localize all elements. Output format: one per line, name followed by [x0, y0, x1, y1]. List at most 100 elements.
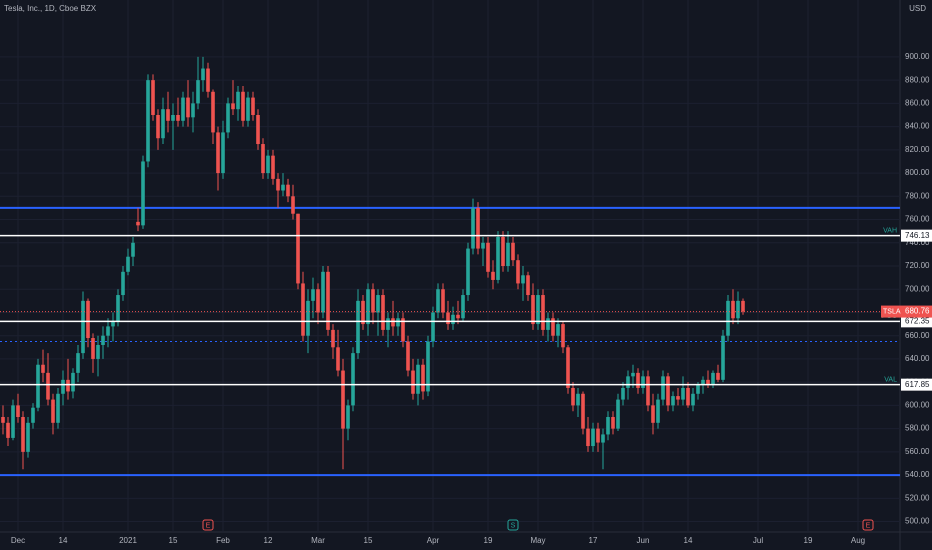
candle-body [341, 370, 345, 429]
candle-body [181, 97, 185, 121]
candle-body [321, 271, 325, 313]
candle-body [636, 372, 640, 388]
candle-body [386, 318, 390, 330]
level-value: 746.13 [905, 231, 930, 240]
candle-body [131, 242, 135, 257]
candle-body [466, 248, 470, 296]
candle-body [721, 335, 725, 380]
candle-body [366, 289, 370, 325]
candle-body [541, 295, 545, 330]
candle-body [156, 114, 160, 139]
candle-body [666, 376, 670, 406]
candle-body [301, 283, 305, 336]
y-tick-label: 820.00 [905, 145, 930, 154]
x-tick-label: 2021 [119, 536, 137, 545]
candle-body [686, 387, 690, 406]
candle-body [231, 103, 235, 110]
x-tick-label: Feb [216, 536, 230, 545]
candle-body [61, 379, 65, 394]
candle-body [396, 318, 400, 327]
candle-body [101, 335, 105, 345]
candle-body [646, 376, 650, 406]
candle-body [641, 376, 645, 388]
candle-body [586, 428, 590, 447]
candle-body [406, 341, 410, 371]
symbol-tag [881, 305, 901, 318]
candle-body [166, 109, 170, 121]
candle-body [626, 376, 630, 388]
candle-body [11, 405, 15, 438]
candle-body [726, 300, 730, 336]
x-tick-label: Jul [753, 536, 763, 545]
y-tick-label: 500.00 [905, 517, 930, 526]
event-marker [507, 519, 519, 531]
candle-body [81, 300, 85, 354]
candle-body [201, 68, 205, 81]
x-tick-label: 14 [684, 536, 693, 545]
symbol-label: TSLA [883, 308, 901, 315]
y-tick-label: 580.00 [905, 424, 930, 433]
candle-body [546, 318, 550, 330]
candle-body [141, 161, 145, 226]
candle-body [146, 80, 150, 162]
candle-body [536, 295, 540, 325]
candle-body [411, 370, 415, 394]
y-tick-label: 900.00 [905, 52, 930, 61]
x-tick-label: 15 [169, 536, 178, 545]
x-tick-label: Apr [427, 536, 440, 545]
candle-body [151, 80, 155, 115]
candle-body [316, 289, 320, 313]
candle-body [516, 260, 520, 284]
candle-body [246, 97, 250, 121]
candle-body [716, 372, 720, 380]
level-name: VAH [883, 227, 897, 234]
y-tick-label: 700.00 [905, 284, 930, 293]
chart-title: Tesla, Inc., 1D, Cboe BZX [4, 4, 97, 13]
y-tick-label: 600.00 [905, 400, 930, 409]
y-tick-label: 780.00 [905, 191, 930, 200]
y-tick-label: 740.00 [905, 238, 930, 247]
currency: USD [909, 4, 926, 13]
candle-body [581, 393, 585, 429]
y-tick-label: 800.00 [905, 168, 930, 177]
x-tick-label: Mar [311, 536, 325, 545]
candle-body [661, 376, 665, 400]
candle-body [241, 91, 245, 121]
candle-body [476, 207, 480, 249]
candle-body [376, 295, 380, 313]
candle-body [176, 114, 180, 121]
candle-body [46, 372, 50, 400]
x-tick-label: 12 [264, 536, 273, 545]
candle-body [136, 221, 140, 226]
candle-body [731, 300, 735, 319]
event-marker [862, 519, 874, 531]
candle-body [326, 271, 330, 330]
candle-body [431, 312, 435, 342]
candle-body [596, 428, 600, 443]
candle-body [161, 109, 165, 139]
candle-body [621, 387, 625, 400]
candle-body [371, 289, 375, 313]
candle-body [451, 314, 455, 325]
candle-body [446, 312, 450, 325]
candle-body [356, 300, 360, 354]
price-value: 680.76 [905, 307, 930, 316]
candle-body [521, 275, 525, 284]
candle-body [311, 289, 315, 301]
level-tag [901, 378, 932, 391]
candle-body [481, 242, 485, 249]
candle-body [676, 396, 680, 400]
candle-body [701, 379, 705, 385]
candle-body [336, 347, 340, 371]
candle-body [66, 379, 70, 392]
candle-body [186, 97, 190, 118]
candle-body [26, 422, 30, 452]
candle-body [601, 434, 605, 443]
candle-body [491, 271, 495, 280]
candle-body [486, 242, 490, 272]
candle-body [126, 256, 130, 272]
candle-body [191, 103, 195, 118]
candle-body [526, 275, 530, 296]
candle-body [571, 387, 575, 406]
